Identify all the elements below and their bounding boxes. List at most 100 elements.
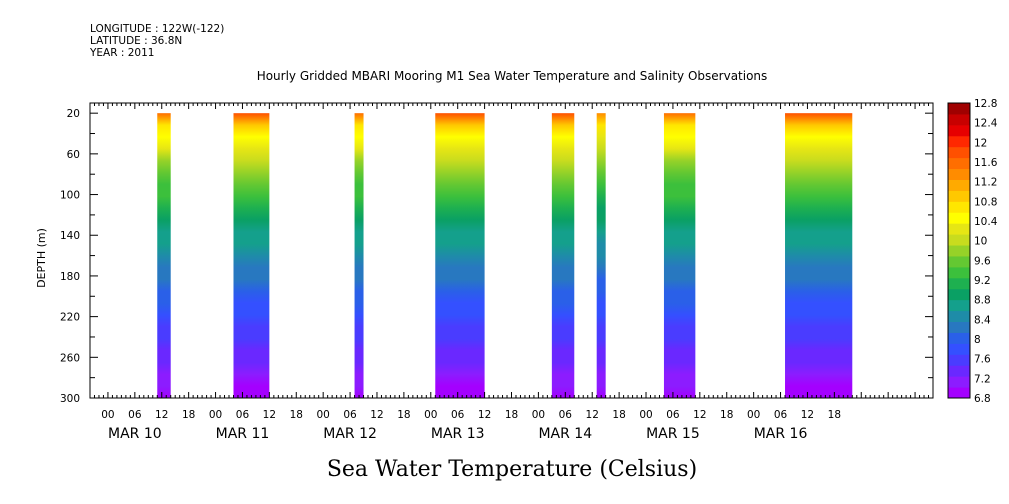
x-tick-label: 12 [263, 409, 276, 421]
y-axis-label: DEPTH (m) [35, 228, 48, 288]
x-tick-label: 06 [128, 409, 142, 421]
x-tick-label: 06 [236, 409, 250, 421]
colorbar-label: 7.6 [974, 354, 991, 366]
x-tick-label: 06 [666, 409, 680, 421]
colorbar-label: 12.4 [974, 118, 998, 130]
colorbar-label: 8.4 [974, 314, 991, 326]
latitude-label: LATITUDE : 36.8N [90, 35, 183, 47]
colorbar-title: Sea Water Temperature (Celsius) [327, 457, 697, 482]
y-tick-label: 260 [60, 352, 80, 364]
colorbar-label: 10.4 [974, 216, 998, 228]
y-tick-label: 180 [60, 271, 80, 283]
colorbar-label: 12.8 [974, 98, 997, 110]
colorbar-swatch [948, 288, 970, 301]
colorbar-swatch [948, 299, 970, 312]
observation-block [596, 113, 606, 398]
colorbar-swatch [948, 245, 970, 257]
colorbar-swatch [948, 332, 970, 344]
x-tick-label: 12 [370, 409, 383, 421]
colorbar-swatch [948, 179, 970, 191]
x-day-label: MAR 12 [323, 426, 377, 442]
x-tick-label: 12 [801, 409, 814, 421]
metadata-block: LONGITUDE : 122W(-122) LATITUDE : 36.8N … [90, 23, 224, 59]
y-tick-label: 140 [60, 230, 80, 242]
colorbar-label: 6.8 [974, 393, 991, 405]
x-tick-label: 12 [478, 409, 491, 421]
x-day-label: MAR 16 [754, 426, 808, 442]
y-tick-label: 100 [60, 190, 80, 202]
observation-block [354, 113, 364, 398]
colorbar-swatch [948, 113, 970, 126]
colorbar-swatch [948, 201, 970, 213]
colorbar-swatch [948, 234, 970, 246]
x-tick-label: 12 [586, 409, 599, 421]
colorbar-swatch [948, 146, 970, 159]
x-tick-label: 06 [774, 409, 788, 421]
colorbar-swatch [948, 103, 970, 115]
colorbar-swatch [948, 354, 970, 366]
x-day-label: MAR 14 [538, 426, 592, 442]
colorbar-label: 8 [974, 334, 981, 346]
x-tick-label: 12 [693, 409, 706, 421]
x-tick-label: 18 [720, 409, 733, 421]
colorbar-swatch [948, 266, 970, 279]
colorbar-label: 8.8 [974, 295, 991, 307]
observation-block [785, 113, 853, 398]
colorbar-swatch [948, 277, 970, 290]
observation-blocks [157, 113, 853, 398]
longitude-label: LONGITUDE : 122W(-122) [90, 23, 225, 35]
observation-block [435, 113, 485, 398]
colorbar-swatch [948, 124, 970, 137]
x-tick-label: 18 [290, 409, 303, 421]
x-tick-label: 06 [559, 409, 573, 421]
x-tick-label: 00 [424, 409, 437, 421]
colorbar-label: 10.8 [974, 196, 997, 208]
x-tick-label: 12 [155, 409, 168, 421]
x-day-label: MAR 15 [646, 426, 700, 442]
colorbar-swatch [948, 387, 970, 399]
chart-title: Hourly Gridded MBARI Mooring M1 Sea Wate… [257, 69, 768, 83]
x-tick-label: 00 [101, 409, 114, 421]
x-tick-label: 00 [639, 409, 652, 421]
colorbar-label: 10 [974, 236, 987, 248]
colorbar-swatch [948, 168, 970, 180]
x-tick-label: 00 [209, 409, 222, 421]
x-tick-label: 18 [397, 409, 410, 421]
observation-block [663, 113, 696, 398]
x-tick-label: 06 [451, 409, 465, 421]
observation-block [233, 113, 270, 398]
x-tick-label: 00 [316, 409, 329, 421]
y-tick-label: 20 [67, 108, 80, 120]
colorbar-swatch [948, 212, 970, 224]
colorbar-swatch [948, 135, 970, 148]
colorbar-label: 11.6 [974, 157, 998, 169]
x-tick-label: 18 [612, 409, 625, 421]
colorbar-swatch [948, 365, 970, 377]
observation-block [551, 113, 575, 398]
colorbar-label: 9.6 [974, 255, 991, 267]
colorbar-label: 12 [974, 137, 987, 149]
y-tick-label: 300 [60, 393, 80, 405]
colorbar-swatch [948, 376, 970, 388]
colorbar-label: 9.2 [974, 275, 991, 287]
colorbar-swatch [948, 310, 970, 323]
colorbar-swatch [948, 157, 970, 170]
colorbar-label: 11.2 [974, 177, 997, 189]
colorbar-swatch [948, 321, 970, 333]
x-tick-label: 00 [747, 409, 760, 421]
x-day-label: MAR 13 [431, 426, 485, 442]
colorbar-swatch [948, 255, 970, 268]
colorbar-frame [947, 102, 971, 399]
x-tick-label: 18 [828, 409, 841, 421]
y-tick-label: 60 [67, 149, 80, 161]
x-tick-label: 00 [532, 409, 545, 421]
x-day-label: MAR 10 [108, 426, 162, 442]
colorbar-swatch [948, 343, 970, 355]
y-tick-label: 220 [60, 312, 80, 324]
year-label: YEAR : 2011 [90, 47, 155, 59]
x-tick-label: 06 [343, 409, 357, 421]
x-day-label: MAR 11 [216, 426, 270, 442]
colorbar-swatch [948, 223, 970, 235]
x-tick-label: 18 [505, 409, 518, 421]
